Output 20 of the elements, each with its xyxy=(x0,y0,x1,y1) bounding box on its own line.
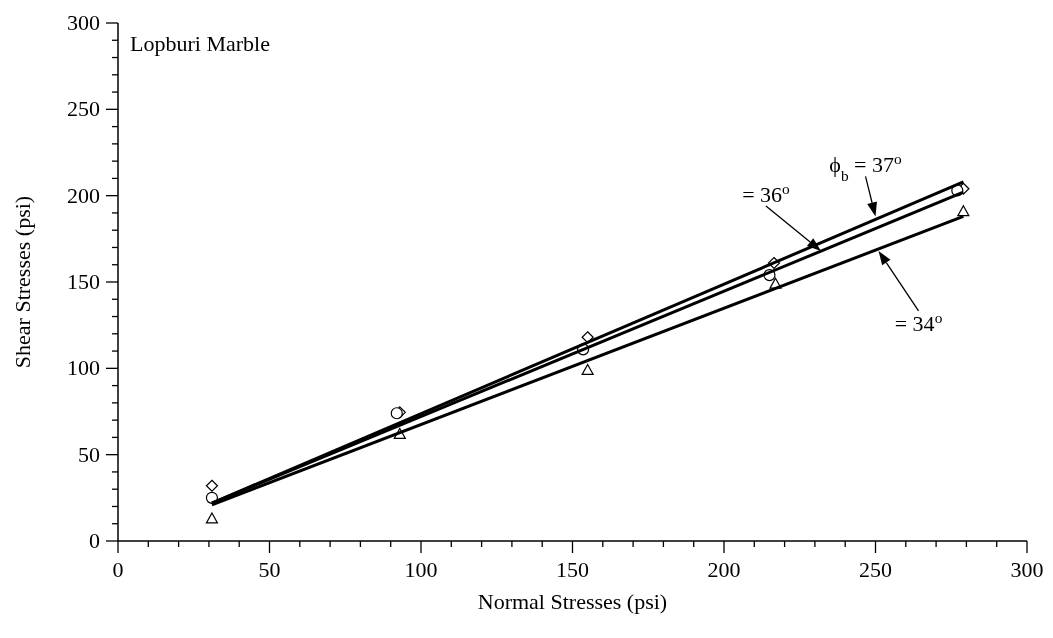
y-tick-label: 0 xyxy=(89,528,100,553)
x-tick-label: 200 xyxy=(707,557,741,582)
x-axis-title: Normal Stresses (psi) xyxy=(477,589,668,614)
x-tick-label: 300 xyxy=(1010,557,1044,582)
y-tick-label: 200 xyxy=(67,182,100,208)
x-tick-label: 150 xyxy=(556,557,589,582)
x-tick-label: 250 xyxy=(859,557,892,582)
annotation: Lopburi Marble xyxy=(130,31,270,56)
x-tick-label: 0 xyxy=(112,557,124,582)
y-tick-label: 300 xyxy=(67,10,100,35)
x-tick-label: 100 xyxy=(404,557,438,582)
y-axis-title: Shear Stresses (psi) xyxy=(10,195,35,369)
y-tick-label: 250 xyxy=(67,96,100,122)
annotation: = 34$^{o}$ xyxy=(894,308,943,336)
y-tick-label: 150 xyxy=(67,269,100,294)
y-tick-label: 100 xyxy=(67,355,100,381)
x-tick-label: 50 xyxy=(258,557,281,582)
annotation: ϕ$_{b}$ = 37$^{o}$ xyxy=(829,149,903,184)
y-tick-label: 50 xyxy=(78,441,100,467)
annotation: = 36$^{o}$ xyxy=(742,179,791,207)
